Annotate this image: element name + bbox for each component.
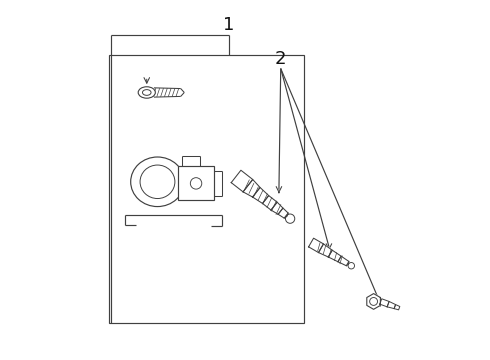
Polygon shape (380, 299, 389, 307)
Polygon shape (394, 305, 400, 310)
Polygon shape (338, 256, 349, 266)
Polygon shape (278, 208, 288, 218)
Polygon shape (328, 250, 341, 262)
Polygon shape (387, 301, 395, 309)
Polygon shape (367, 294, 380, 309)
Polygon shape (271, 202, 283, 214)
Polygon shape (231, 170, 253, 192)
Text: 2: 2 (275, 50, 287, 68)
Bar (109, 55, 304, 323)
Polygon shape (318, 244, 332, 257)
Ellipse shape (138, 87, 155, 98)
Bar (178, 166, 214, 201)
Polygon shape (263, 195, 277, 210)
Ellipse shape (131, 157, 184, 207)
Polygon shape (243, 180, 260, 197)
Polygon shape (253, 188, 269, 203)
Text: 1: 1 (223, 15, 235, 33)
Polygon shape (309, 238, 323, 253)
